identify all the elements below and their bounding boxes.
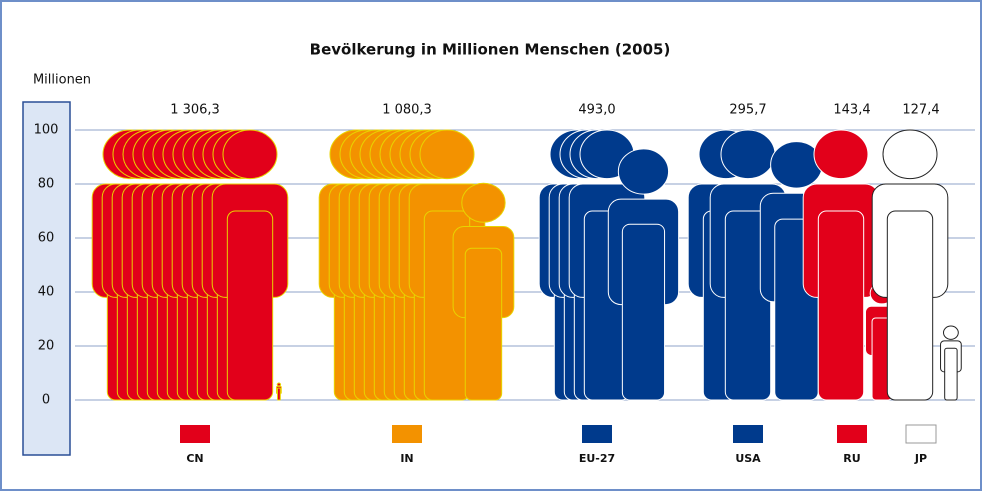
y-tick-label: 20 — [38, 339, 55, 354]
person-head — [223, 130, 277, 179]
person-legs — [465, 248, 501, 400]
value-label: 1 306,3 — [170, 103, 220, 118]
pictogram-group — [539, 130, 678, 400]
x-tick-label: RU — [843, 452, 860, 465]
value-label: 143,4 — [833, 103, 870, 118]
y-tick-label: 60 — [38, 231, 55, 246]
flag — [837, 425, 867, 443]
person-legs — [227, 211, 272, 400]
x-tick-label: EU-27 — [579, 452, 615, 465]
person-head — [883, 130, 937, 179]
person-head — [721, 130, 775, 179]
value-label: 295,7 — [729, 103, 766, 118]
person-head — [814, 130, 868, 179]
flag — [733, 425, 763, 443]
x-tick-label: IN — [400, 452, 413, 465]
person-legs — [887, 211, 932, 400]
y-tick-label: 40 — [38, 285, 55, 300]
value-label: 493,0 — [578, 103, 615, 118]
person-legs — [818, 211, 863, 400]
chart: Bevölkerung in Millionen Menschen (2005)… — [0, 0, 982, 491]
person-head — [462, 183, 505, 222]
y-tick-label: 80 — [38, 177, 55, 192]
person-head — [618, 149, 668, 194]
person-legs — [945, 348, 957, 400]
x-tick-label: CN — [186, 452, 203, 465]
flag — [180, 425, 210, 443]
chart-title: Bevölkerung in Millionen Menschen (2005) — [310, 41, 671, 59]
pictogram-group — [92, 130, 288, 400]
y-tick-label: 0 — [42, 393, 50, 408]
person-head — [944, 326, 959, 339]
value-label: 1 080,3 — [382, 103, 432, 118]
y-tick-label: 100 — [34, 123, 59, 138]
person-legs — [277, 388, 280, 400]
value-label: 127,4 — [902, 103, 939, 118]
x-tick-label: JP — [914, 452, 927, 465]
person-head — [420, 130, 474, 179]
x-tick-label: USA — [735, 452, 761, 465]
flag — [392, 425, 422, 443]
person-legs — [622, 224, 664, 400]
flag — [906, 425, 936, 443]
flag — [582, 425, 612, 443]
y-axis-label: Millionen — [33, 73, 91, 88]
person-head — [277, 383, 280, 386]
